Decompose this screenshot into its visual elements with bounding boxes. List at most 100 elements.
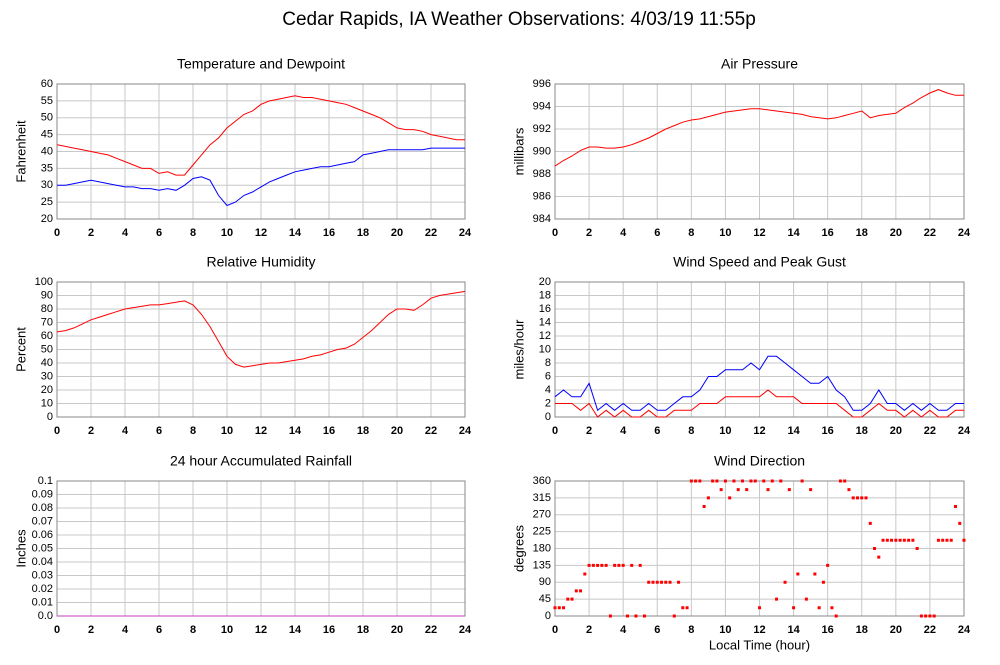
x-tick-label: 2 [88,624,94,636]
y-tick-label: 0 [545,610,551,622]
x-tick-label: 6 [654,425,660,437]
scatter-point [553,606,557,610]
y-tick-label: 16 [539,303,551,315]
x-tick-label: 10 [221,425,233,437]
scatter-point [617,563,621,567]
y-tick-label: 60 [41,330,53,342]
x-tick-label: 20 [391,624,403,636]
y-tick-label: 0 [47,411,53,423]
scatter-point [809,488,813,492]
y-axis-label: millibars [511,127,526,175]
y-axis-label: Percent [13,327,28,372]
scatter-point [758,606,761,610]
y-tick-label: 45 [539,593,551,605]
scatter-point [672,614,676,618]
y-tick-label: 35 [41,162,53,174]
scatter-point [642,614,646,618]
scatter-point [855,496,859,500]
x-tick-label: 0 [552,624,558,636]
x-tick-label: 8 [190,425,196,437]
scatter-point [749,479,753,483]
y-tick-label: 270 [533,509,551,521]
x-tick-label: 2 [586,425,592,437]
scatter-point [719,488,723,492]
y-tick-label: 50 [41,112,53,124]
y-tick-label: 0.02 [32,583,53,595]
plot-border [554,480,965,617]
scatter-point [915,547,919,550]
y-tick-label: 994 [533,100,551,112]
x-tick-label: 8 [688,624,694,636]
scatter-point [562,606,566,610]
x-tick-label: 16 [323,425,335,437]
scatter-point [843,479,847,483]
x-tick-label: 12 [753,425,765,437]
x-tick-label: 0 [54,624,60,636]
x-tick-label: 10 [719,624,731,636]
scatter-point [766,488,770,492]
scatter-point [902,538,906,542]
scatter-point [958,521,962,525]
scatter-point [881,538,885,542]
scatter-point [625,614,629,618]
scatter-point [953,505,957,508]
plot-border [56,281,466,418]
y-tick-label: 55 [41,95,53,107]
y-tick-label: 0 [545,411,551,423]
x-tick-label: 22 [425,425,437,437]
scatter-point [604,563,608,567]
y-tick-label: 0.08 [32,502,53,514]
scatter-point [796,572,800,576]
x-tick-label: 4 [620,227,627,239]
series-line [56,290,466,368]
x-tick-label: 20 [391,227,403,239]
x-tick-label: 2 [586,227,592,239]
scatter-point [600,563,604,567]
x-tick-label: 14 [787,624,800,636]
scatter-point [932,614,936,618]
x-tick-label: 12 [255,425,267,437]
x-tick-label: 8 [688,227,694,239]
y-tick-label: 14 [539,316,551,328]
scatter-point [800,479,804,483]
y-tick-label: 0.0 [38,610,53,622]
scatter-point [647,580,651,584]
scatter-point [907,538,911,542]
chart-title: 24 hour Accumulated Rainfall [170,453,352,469]
scatter-point [830,606,834,610]
x-tick-label: 6 [156,227,162,239]
y-tick-label: 0.1 [38,475,53,487]
y-tick-label: 45 [41,129,53,141]
scatter-point [634,614,638,618]
x-tick-label: 14 [289,425,302,437]
y-tick-label: 90 [41,289,53,301]
x-tick-label: 6 [654,624,660,636]
scatter-point [775,597,779,601]
y-tick-label: 90 [539,576,551,588]
x-tick-label: 20 [890,425,902,437]
scatter-point [868,521,872,525]
y-tick-label: 0.07 [32,515,53,527]
series-line [555,389,964,418]
scatter-point [911,538,915,542]
y-tick-label: 20 [41,213,53,225]
y-tick-label: 4 [545,384,551,396]
scatter-point [813,572,817,576]
x-tick-label: 6 [654,227,660,239]
scatter-point [613,563,617,567]
x-tick-label: 16 [323,624,335,636]
x-tick-label: 18 [357,624,369,636]
x-tick-label: 20 [890,624,902,636]
scatter-point [668,580,672,584]
plot-border [554,83,965,220]
scatter-point [664,580,668,584]
scatter-point [660,580,664,584]
y-tick-label: 50 [41,343,53,355]
y-axis-label: miles/hour [511,319,526,380]
scatter-point [723,479,727,483]
scatter-point [877,555,881,559]
scatter-point [706,496,710,500]
scatter-point [574,589,578,593]
y-tick-label: 0.05 [32,542,53,554]
